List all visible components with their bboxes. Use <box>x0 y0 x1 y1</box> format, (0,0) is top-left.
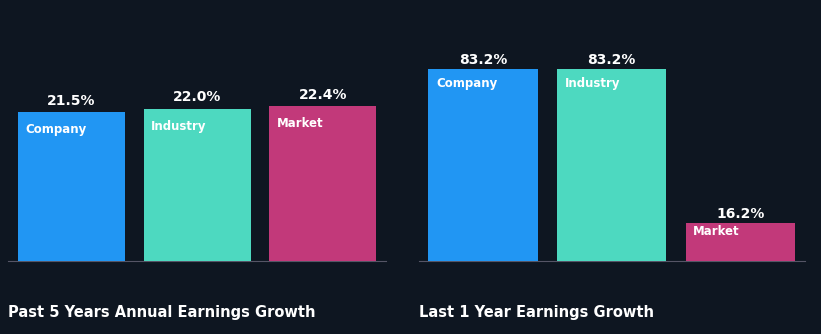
Text: 22.0%: 22.0% <box>173 90 221 104</box>
Text: 21.5%: 21.5% <box>47 94 95 108</box>
Text: Past 5 Years Annual Earnings Growth: Past 5 Years Annual Earnings Growth <box>8 305 316 320</box>
Text: Industry: Industry <box>151 120 207 133</box>
Text: 16.2%: 16.2% <box>716 207 764 221</box>
Text: Industry: Industry <box>565 77 620 90</box>
Text: 22.4%: 22.4% <box>299 88 347 102</box>
Text: 83.2%: 83.2% <box>588 53 635 67</box>
Text: 83.2%: 83.2% <box>459 53 507 67</box>
Bar <box>269 106 376 261</box>
Text: Company: Company <box>25 123 86 136</box>
Bar <box>557 69 667 261</box>
Text: Last 1 Year Earnings Growth: Last 1 Year Earnings Growth <box>419 305 654 320</box>
Bar <box>144 109 250 261</box>
Text: Market: Market <box>277 117 323 130</box>
Bar <box>686 223 795 261</box>
Text: Company: Company <box>436 77 498 90</box>
Bar <box>429 69 538 261</box>
Text: Market: Market <box>693 225 740 238</box>
Bar <box>18 112 125 261</box>
